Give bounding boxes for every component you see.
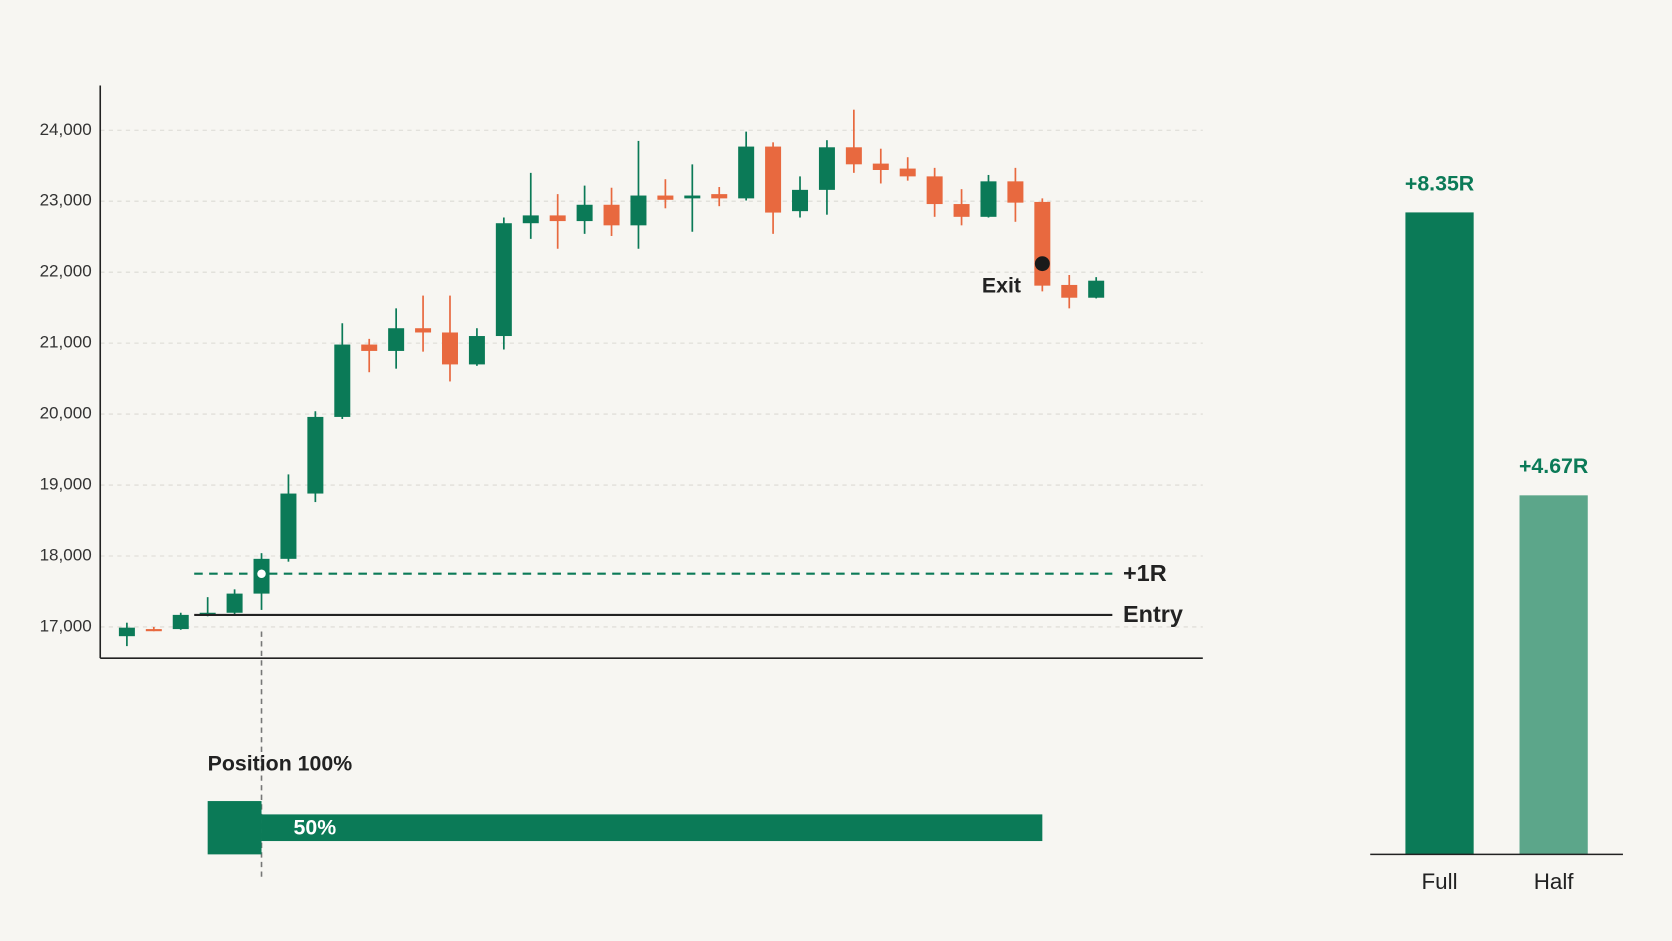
candle-body [388,328,405,351]
candle-body [765,146,782,213]
candle-body [280,493,297,559]
candle-body [172,614,189,630]
candle-body [307,416,324,494]
position-label: 50% [294,815,337,839]
y-tick-label: 22,000 [40,262,92,281]
y-tick-label: 24,000 [40,120,92,139]
level-label: Entry [1123,601,1183,627]
candle-body [738,146,755,199]
candle-body [415,328,432,333]
candle-body [980,181,997,217]
candle-body [603,204,620,226]
bar [1405,212,1474,855]
y-tick-label: 21,000 [40,333,92,352]
candle-body [468,336,485,365]
y-tick-label: 20,000 [40,404,92,423]
candle-body [818,147,835,190]
candle-body [1088,280,1105,298]
candle-body [872,163,889,170]
level-label: +1R [1123,560,1167,586]
x-tick-label: Half [1534,869,1575,894]
position-bar [207,801,262,855]
candle-body [145,629,162,632]
candle-body [657,195,674,200]
y-tick-label: 18,000 [40,545,92,564]
candle-body [118,627,135,637]
candle-body [441,332,458,365]
position-title: Position 100% [208,751,353,775]
bar-value-label: +8.35R [1405,171,1474,195]
candle-body [495,223,512,337]
candle-body [1007,181,1024,203]
marker [257,569,266,579]
candle-body [334,344,351,417]
candle-body [1034,201,1051,286]
bar [1519,495,1588,855]
candle-body [549,215,566,222]
bar-value-label: +4.67R [1519,454,1588,478]
candle-body [845,147,862,165]
marker-label: Exit [982,274,1021,298]
y-tick-label: 23,000 [40,191,92,210]
candle-body [711,194,728,199]
x-tick-label: Full [1422,869,1458,894]
candle-body [684,195,701,199]
y-tick-label: 17,000 [40,616,92,635]
candle-body [576,204,593,222]
candle-body [953,204,970,217]
candle-body [1061,284,1078,298]
y-tick-label: 19,000 [40,475,92,494]
position-bar [261,814,1043,842]
candle-body [926,176,943,205]
candle-body [630,195,647,226]
candle-body [226,593,243,613]
candle-body [522,215,539,224]
candle-body [361,344,378,351]
marker [1034,256,1050,272]
candle-body [899,168,916,177]
candle-body [792,189,809,212]
